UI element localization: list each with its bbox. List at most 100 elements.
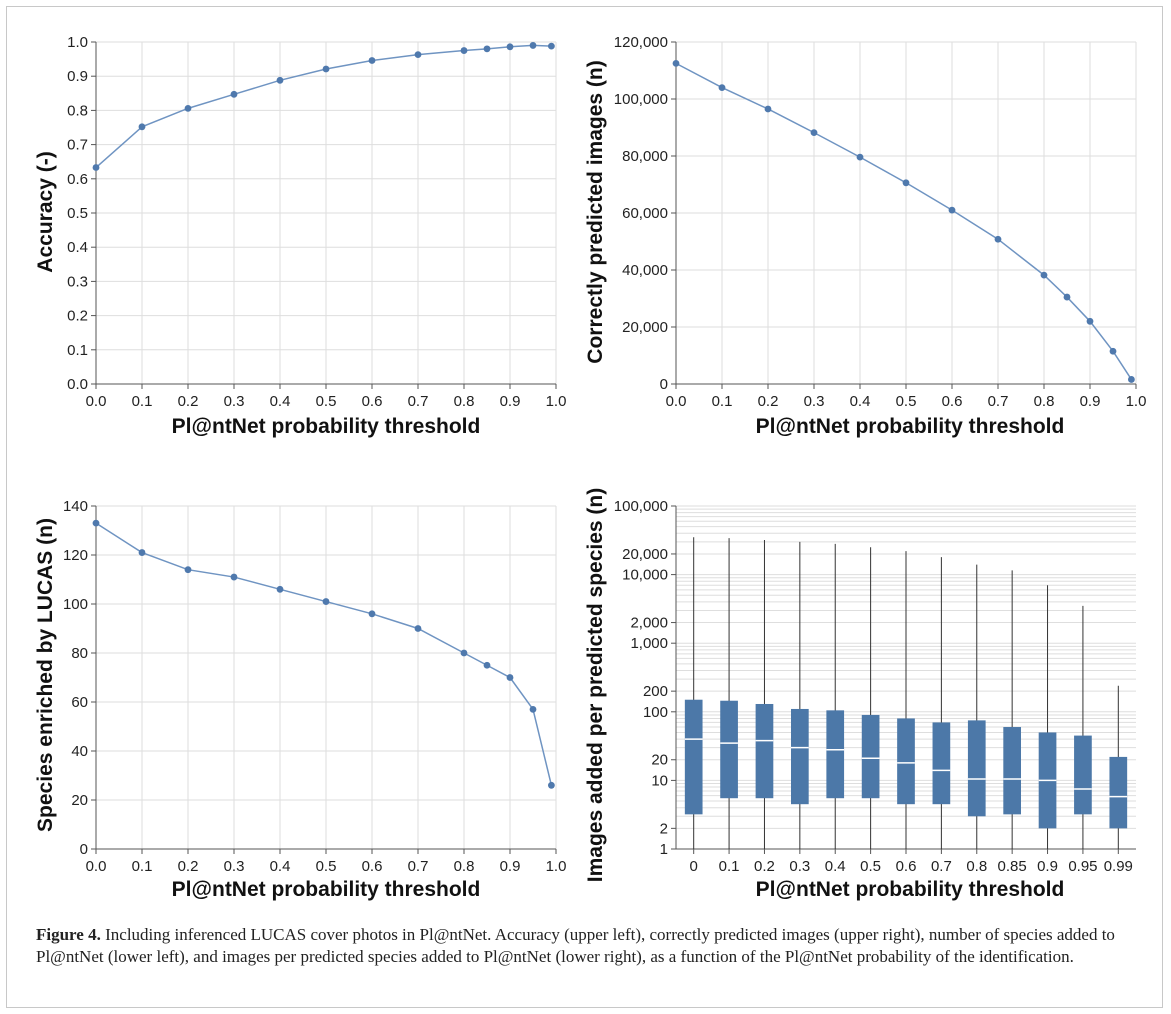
correct-images-y-tick-label: 100,000 — [614, 91, 668, 108]
accuracy-y-tick-label: 0.1 — [67, 342, 88, 359]
correct-images-chart-ylabel: Correctly predicted images (n) — [584, 60, 607, 363]
species-enriched-y-tick-label: 120 — [63, 547, 88, 564]
images-per-species-y-tick-label: 100,000 — [614, 498, 668, 515]
correct-images-y-tick-label: 80,000 — [622, 148, 668, 165]
images-per-species-y-tick-label: 100 — [643, 704, 668, 721]
accuracy-y-tick-label: 1.0 — [67, 34, 88, 51]
species-enriched-data-point — [529, 705, 537, 713]
images-per-species-box — [861, 714, 880, 799]
correct-images-series-line — [675, 62, 1133, 380]
species-enriched-x-tick-label: 0.7 — [408, 858, 429, 875]
images-per-species-plot-area: 1 2 10 20 100 200 1,000 2,000 10,000 20,000 100,00… — [614, 498, 1136, 875]
correct-images-data-point — [948, 206, 956, 214]
accuracy-x-tick-label: 0.7 — [408, 393, 429, 410]
images-per-species-y-tick-label: 20,000 — [622, 546, 668, 563]
images-per-species-y-tick-label: 20 — [651, 752, 668, 769]
images-per-species-box — [826, 710, 845, 799]
species-enriched-x-tick-label: 0.2 — [178, 858, 199, 875]
accuracy-y-tick-label: 0.3 — [67, 273, 88, 290]
accuracy-data-point — [506, 43, 514, 51]
caption-label: Figure 4. — [36, 925, 101, 944]
correct-images-x-tick-label: 0.6 — [942, 393, 963, 410]
accuracy-x-tick-label: 0.5 — [316, 393, 337, 410]
correct-images-data-point — [1086, 317, 1094, 325]
correct-images-x-tick-label: 0.8 — [1034, 393, 1055, 410]
images-per-species-x-tick-label: 0.2 — [754, 858, 775, 875]
species-enriched-series-line — [95, 522, 553, 786]
species-enriched-y-tick-label: 0 — [80, 841, 88, 858]
species-enriched-y-tick-label: 80 — [71, 645, 88, 662]
accuracy-x-tick-label: 0.0 — [86, 393, 107, 410]
correct-images-data-point — [718, 84, 726, 91]
correct-images-data-point — [902, 179, 910, 187]
images-per-species-x-tick-label: 0.8 — [966, 858, 987, 875]
images-per-species-box — [897, 718, 915, 805]
accuracy-plot-area: 0.0 0.1 0.2 0.3 0.4 0.5 0.6 0.7 0.8 0.9 1.0 0.0 0.1 0… — [67, 34, 566, 410]
species-enriched-data-point — [184, 566, 192, 574]
images-per-species-x-tick-label: 0.85 — [998, 858, 1027, 875]
species-enriched-x-tick-label: 0.3 — [224, 858, 245, 875]
species-enriched-chart-svg: Species enriched by LUCAS (n) Pl@ntNet p… — [34, 498, 566, 901]
correct-images-data-point — [810, 129, 818, 137]
accuracy-x-tick-label: 1.0 — [546, 393, 567, 410]
accuracy-data-point — [483, 45, 491, 53]
images-per-species-y-tick-label: 2 — [660, 820, 668, 837]
images-per-species-y-tick-label: 1,000 — [630, 635, 668, 652]
images-per-species-box — [1074, 735, 1092, 815]
accuracy-data-point — [368, 57, 376, 64]
images-per-species-box — [1003, 727, 1021, 815]
accuracy-y-tick-label: 0.5 — [67, 205, 88, 222]
accuracy-y-tick-label: 0.2 — [67, 308, 88, 325]
species-enriched-chart: Species enriched by LUCAS (n) Pl@ntNet p… — [30, 490, 570, 910]
species-enriched-data-point — [414, 625, 422, 632]
images-per-species-x-tick-label: 0.5 — [860, 858, 881, 875]
species-enriched-y-tick-label: 20 — [71, 792, 88, 809]
accuracy-chart-xlabel: Pl@ntNet probability threshold — [172, 415, 481, 438]
correct-images-y-tick-label: 60,000 — [622, 205, 668, 222]
species-enriched-y-tick-label: 140 — [63, 498, 88, 515]
correct-images-x-tick-label: 0.4 — [850, 393, 871, 410]
species-enriched-data-point — [92, 519, 100, 527]
accuracy-y-tick-label: 0.9 — [67, 68, 88, 85]
correct-images-chart-svg: Correctly predicted images (n) Pl@ntNet … — [584, 34, 1147, 438]
species-enriched-plot-area: 0 20 40 60 80 100 120 140 0.0 0.1 0.2 0.3 0.4 0.5 0.6 0… — [63, 498, 566, 875]
correct-images-x-tick-label: 0.9 — [1080, 393, 1101, 410]
correct-images-x-tick-label: 1.0 — [1126, 393, 1147, 410]
correct-images-data-point — [1128, 376, 1135, 383]
accuracy-y-tick-label: 0.8 — [67, 102, 88, 119]
correct-images-x-tick-label: 0.2 — [758, 393, 779, 410]
correct-images-x-tick-label: 0.1 — [712, 393, 733, 410]
correct-images-data-point — [856, 153, 864, 161]
species-enriched-y-tick-label: 100 — [63, 596, 88, 613]
images-per-species-x-tick-label: 0.9 — [1037, 858, 1058, 875]
species-enriched-x-tick-label: 0.0 — [86, 858, 107, 875]
correct-images-data-point — [1040, 271, 1048, 279]
caption-text: Including inferenced LUCAS cover photos … — [36, 925, 1115, 966]
species-enriched-x-tick-label: 1.0 — [546, 858, 567, 875]
images-per-species-x-tick-label: 0.99 — [1104, 858, 1133, 875]
correct-images-y-tick-label: 40,000 — [622, 262, 668, 279]
accuracy-x-tick-label: 0.4 — [270, 393, 291, 410]
accuracy-y-tick-label: 0.4 — [67, 239, 88, 256]
accuracy-data-point — [276, 76, 284, 84]
images-per-species-chart-svg: Images added per predicted species (n) P… — [584, 488, 1136, 901]
images-per-species-x-tick-label: 0 — [690, 858, 698, 875]
accuracy-data-point — [92, 164, 100, 171]
accuracy-x-tick-label: 0.6 — [362, 393, 383, 410]
images-per-species-chart: Images added per predicted species (n) P… — [580, 488, 1150, 910]
accuracy-data-point — [414, 51, 422, 59]
accuracy-x-tick-label: 0.8 — [454, 393, 475, 410]
images-per-species-x-tick-label: 0.3 — [789, 858, 810, 875]
accuracy-data-point — [184, 104, 192, 112]
species-enriched-x-tick-label: 0.9 — [500, 858, 521, 875]
accuracy-y-tick-label: 0.0 — [67, 376, 88, 393]
accuracy-data-point — [230, 90, 238, 98]
species-enriched-data-point — [230, 573, 238, 581]
images-per-species-y-tick-label: 200 — [643, 683, 668, 700]
images-per-species-y-tick-label: 10,000 — [622, 567, 668, 584]
species-enriched-data-point — [138, 549, 146, 556]
accuracy-chart: Accuracy (-) Pl@ntNet probability thresh… — [30, 22, 570, 442]
accuracy-x-tick-label: 0.9 — [500, 393, 521, 410]
correct-images-x-tick-label: 0.5 — [896, 393, 917, 410]
accuracy-x-tick-label: 0.2 — [178, 393, 199, 410]
